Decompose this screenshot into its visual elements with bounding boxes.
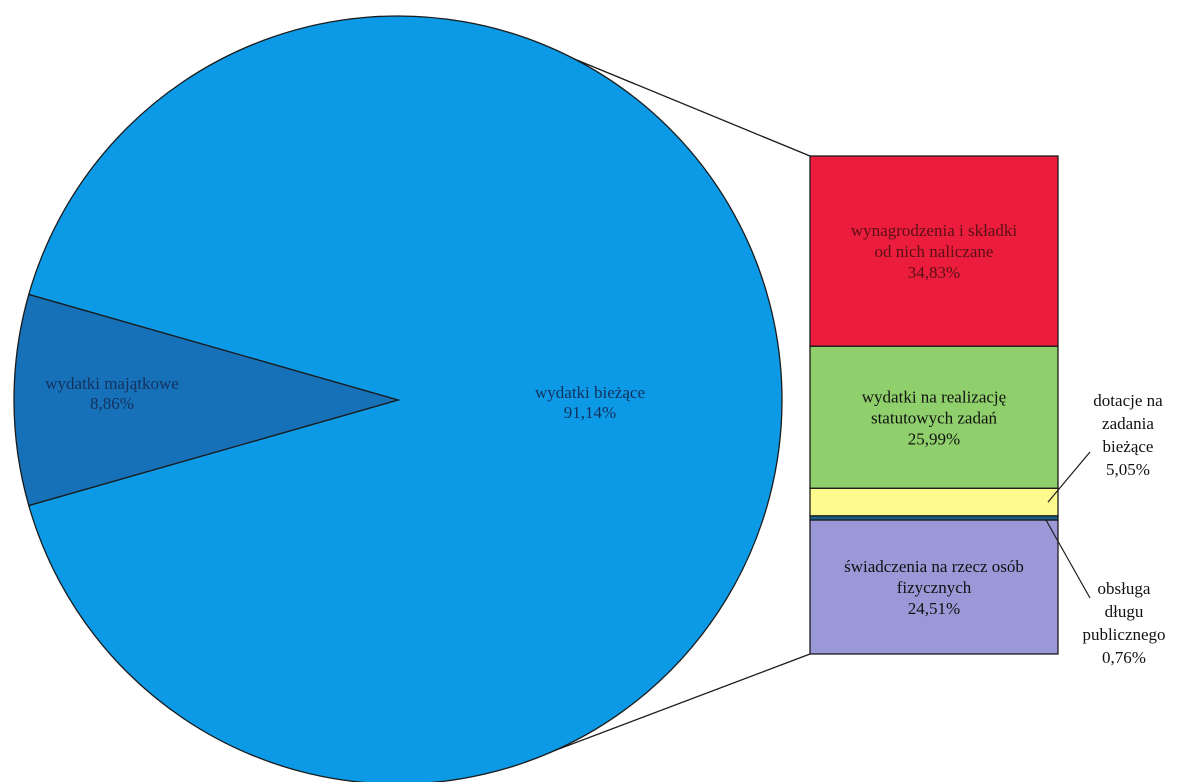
label-wydatki-biezace-line: 91,14% — [564, 403, 616, 422]
leader-line-dlug — [1045, 519, 1091, 599]
label-wydatki-majatkowe: wydatki majątkowe 8,86% — [45, 374, 179, 413]
label-dotacje-line: dotacje na — [1093, 391, 1163, 410]
label-swiadczenia-line: fizycznych — [897, 578, 972, 597]
label-statutowe: wydatki na realizację statutowych zadań 25… — [862, 387, 1006, 448]
label-wydatki-biezace: wydatki bieżące 91,14% — [535, 383, 645, 422]
label-dlug-line: 0,76% — [1102, 648, 1146, 667]
label-dlug-line: publicznego — [1082, 625, 1165, 644]
label-swiadczenia-line: 24,51% — [908, 599, 960, 618]
label-wynagrodzenia: wynagrodzenia i składki od nich naliczane… — [851, 221, 1017, 282]
bar-segment-wynagrodzenia — [809, 155, 1059, 347]
label-wydatki-biezace-line: wydatki bieżące — [535, 383, 645, 402]
label-dotacje-line: zadania — [1102, 414, 1154, 433]
label-wydatki-majatkowe-line: wydatki majątkowe — [45, 374, 179, 393]
label-dotacje-line: bieżące — [1103, 437, 1154, 456]
bar-segment-swiadczenia — [809, 519, 1059, 655]
label-swiadczenia-line: świadczenia na rzecz osób — [844, 557, 1024, 576]
label-wynagrodzenia-line: 34,83% — [908, 263, 960, 282]
label-swiadczenia: świadczenia na rzecz osób fizycznych 24,51… — [844, 557, 1024, 618]
label-dlug: obsługa długu publicznego 0,76% — [1082, 579, 1165, 667]
label-dlug-line: długu — [1105, 602, 1144, 621]
label-statutowe-line: 25,99% — [908, 429, 960, 448]
leader-line-dotacje — [1047, 451, 1091, 503]
label-wynagrodzenia-line: od nich naliczane — [875, 242, 994, 261]
pie-slice-wydatki-majatkowe — [13, 293, 401, 507]
label-statutowe-line: statutowych zadań — [871, 408, 998, 427]
label-statutowe-line: wydatki na realizację — [862, 387, 1006, 406]
pie-slice-wydatki-biezace — [27, 15, 783, 782]
label-wynagrodzenia-line: wynagrodzenia i składki — [851, 221, 1017, 240]
label-dlug-line: obsługa — [1098, 579, 1151, 598]
label-wydatki-majatkowe-line: 8,86% — [90, 394, 134, 413]
label-dotacje-line: 5,05% — [1106, 460, 1150, 479]
bar-segment-dotacje — [809, 487, 1059, 517]
bar-segment-statutowe — [809, 345, 1059, 489]
label-dotacje: dotacje na zadania bieżące 5,05% — [1093, 391, 1163, 479]
